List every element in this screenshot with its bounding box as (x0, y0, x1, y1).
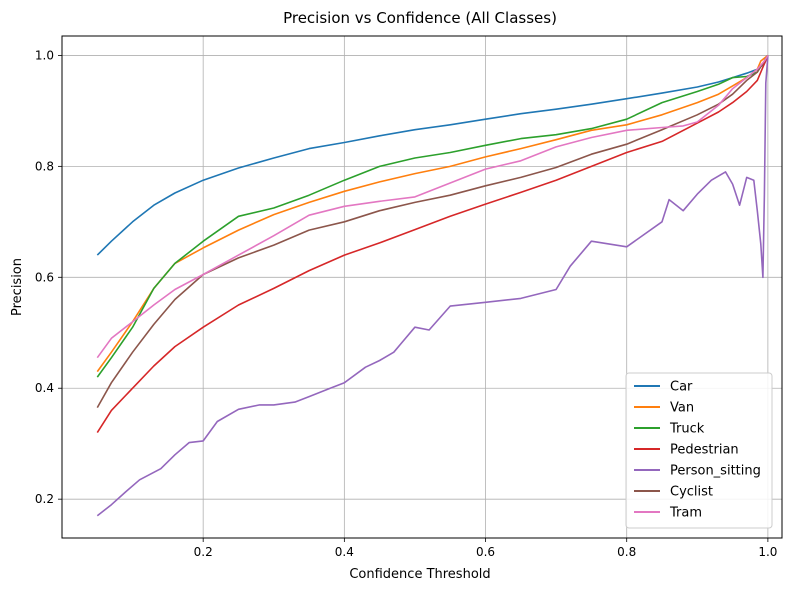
legend-label-tram: Tram (669, 506, 702, 521)
y-tick-label: 1.0 (35, 48, 54, 62)
series-line-van (96, 54, 769, 373)
x-tick-label: 0.6 (476, 545, 495, 559)
x-axis-ticks: 0.2 0.4 0.6 0.8 1.0 (194, 538, 777, 559)
legend-label-truck: Truck (669, 422, 705, 437)
legend-label-person-sitting: Person_sitting (670, 464, 761, 479)
y-tick-label: 0.6 (35, 270, 54, 284)
plot-area-frame (61, 35, 783, 539)
x-tick-label: 0.2 (194, 545, 213, 559)
y-tick-label: 0.4 (35, 381, 54, 395)
y-axis-label: Precision (10, 258, 25, 316)
chart-title: Precision vs Confidence (All Classes) (283, 9, 557, 27)
x-tick-label: 1.0 (758, 545, 777, 559)
series-line-tram (96, 54, 769, 359)
x-axis-label: Confidence Threshold (349, 567, 490, 582)
series-line-pedestrian (96, 55, 769, 434)
y-tick-label: 0.2 (35, 492, 54, 506)
series-line-person-sitting (96, 55, 769, 517)
legend-label-pedestrian: Pedestrian (670, 443, 739, 458)
series-line-cyclist (96, 54, 769, 408)
legend-label-cyclist: Cyclist (670, 485, 713, 500)
chart-legend: Car Van Truck Pedestrian Person_sitting Cycli… (625, 372, 773, 529)
legend-label-car: Car (670, 380, 693, 395)
series-lines (96, 54, 769, 517)
x-tick-label: 0.8 (617, 545, 636, 559)
series-line-truck (96, 54, 769, 378)
legend-box (625, 372, 773, 529)
legend-label-van: Van (670, 401, 694, 416)
y-tick-label: 0.8 (35, 159, 54, 173)
y-axis-ticks: 0.2 0.4 0.6 0.8 1.0 (35, 48, 62, 506)
x-tick-label: 0.4 (335, 545, 354, 559)
